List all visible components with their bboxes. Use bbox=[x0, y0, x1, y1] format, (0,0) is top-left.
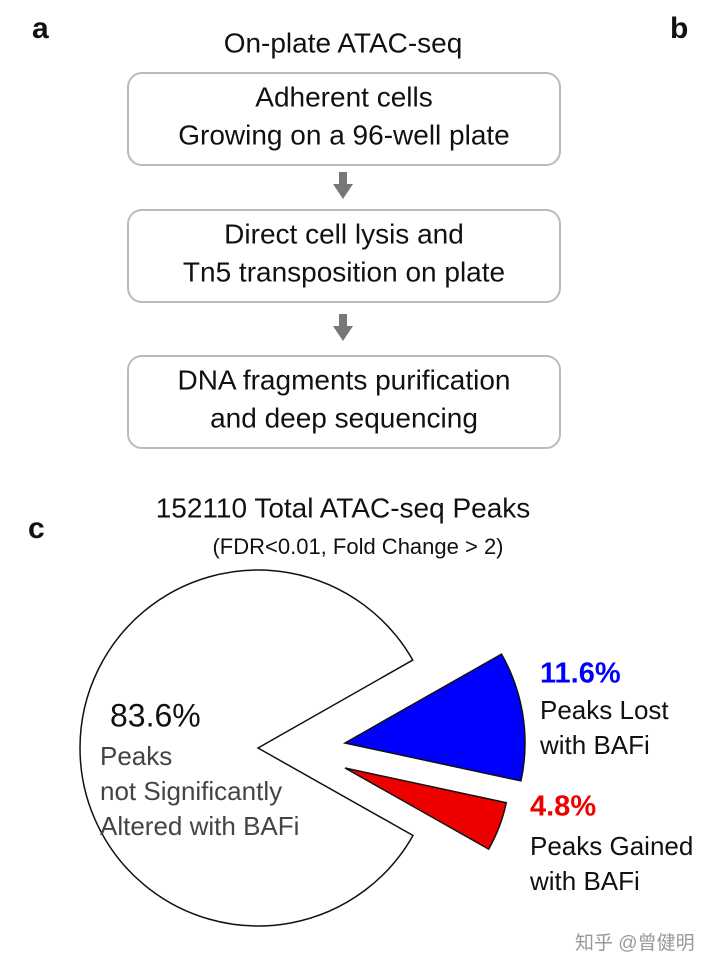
flow-text: Tn5 transposition on plate bbox=[183, 256, 505, 287]
category-label: with BAFi bbox=[539, 730, 650, 760]
category-label: with BAFi bbox=[529, 866, 640, 896]
flow-text: Adherent cells bbox=[255, 81, 432, 112]
category-label: Altered with BAFi bbox=[100, 811, 299, 841]
flow-text: Growing on a 96-well plate bbox=[178, 119, 510, 150]
value-label: 83.6% bbox=[110, 697, 201, 733]
flow-arrows bbox=[333, 172, 353, 341]
category-label: Peaks Lost bbox=[540, 695, 669, 725]
pie-slice bbox=[344, 767, 508, 851]
flow-text: Direct cell lysis and bbox=[224, 218, 464, 249]
flow-text: DNA fragments purification bbox=[177, 364, 510, 395]
flow-box bbox=[127, 72, 561, 166]
chart-subtitle: (FDR<0.01, Fold Change > 2) bbox=[212, 534, 503, 559]
chart-title: 152110 Total ATAC-seq Peaks bbox=[156, 492, 531, 523]
pie-slice bbox=[79, 569, 415, 927]
category-label: Peaks bbox=[100, 741, 172, 771]
value-label: 11.6% bbox=[540, 658, 621, 690]
category-label: not Significantly bbox=[100, 776, 282, 806]
panel-label: b bbox=[670, 12, 688, 45]
flow-title: On-plate ATAC-seq bbox=[224, 27, 463, 58]
value-label: 4.8% bbox=[530, 791, 596, 823]
flow-box bbox=[127, 355, 561, 449]
panel-label: c bbox=[28, 512, 45, 545]
category-label: Peaks Gained bbox=[530, 831, 693, 861]
flow-box bbox=[127, 209, 561, 303]
panel-label: a bbox=[32, 12, 49, 45]
flow-text: and deep sequencing bbox=[210, 402, 478, 433]
watermark: 知乎 @曾健明 bbox=[575, 932, 695, 954]
pie-slice bbox=[342, 653, 526, 782]
